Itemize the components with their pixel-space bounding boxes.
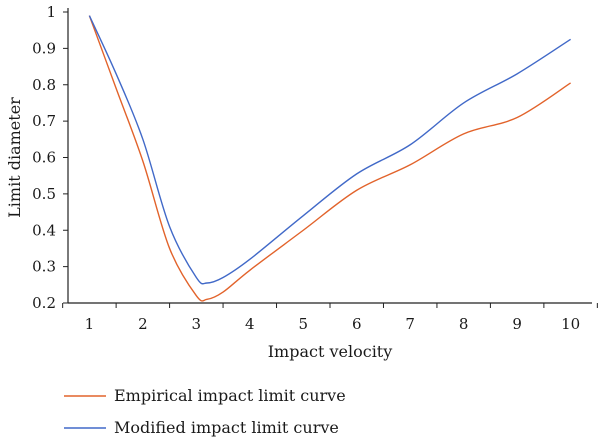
- legend: Empirical impact limit curve Modified imp…: [64, 386, 346, 437]
- x-tick-label: 8: [459, 315, 469, 333]
- x-tick-label: 3: [192, 315, 202, 333]
- series-line-empirical: [88, 15, 571, 302]
- x-tick-label: 6: [352, 315, 362, 333]
- series-lines: [88, 15, 571, 302]
- y-tick-label: 1: [46, 3, 56, 21]
- y-tick-label: 0.9: [32, 39, 56, 57]
- y-tick-label: 0.2: [32, 294, 56, 312]
- x-tick-label: 5: [298, 315, 308, 333]
- axes: [67, 8, 592, 304]
- series-line-modified: [88, 15, 571, 285]
- x-tick-label: 10: [561, 315, 580, 333]
- x-tick-label: 7: [405, 315, 415, 333]
- y-tick-label: 0.7: [32, 112, 56, 130]
- y-tick-label: 0.5: [32, 185, 56, 203]
- x-tick-label: 2: [138, 315, 148, 333]
- x-tick-label: 4: [245, 315, 255, 333]
- legend-label: Empirical impact limit curve: [114, 386, 346, 405]
- x-tick-label: 9: [512, 315, 522, 333]
- legend-label: Modified impact limit curve: [114, 418, 339, 437]
- y-tick-label: 0.3: [32, 258, 56, 276]
- y-axis-title: Limit diameter: [5, 97, 24, 218]
- tick-labels: 1 2 3 4 5 6 7 8 9 10 0.2 0.3 0.4 0.5 0.6 0.7 0.8 0.9 1: [32, 3, 598, 333]
- y-tick-label: 0.4: [32, 221, 56, 239]
- x-tick-label: 1: [85, 315, 95, 333]
- y-tick-label: 0.8: [32, 76, 56, 94]
- y-tick-label: 0.6: [32, 149, 56, 167]
- x-axis-title: Impact velocity: [268, 342, 393, 361]
